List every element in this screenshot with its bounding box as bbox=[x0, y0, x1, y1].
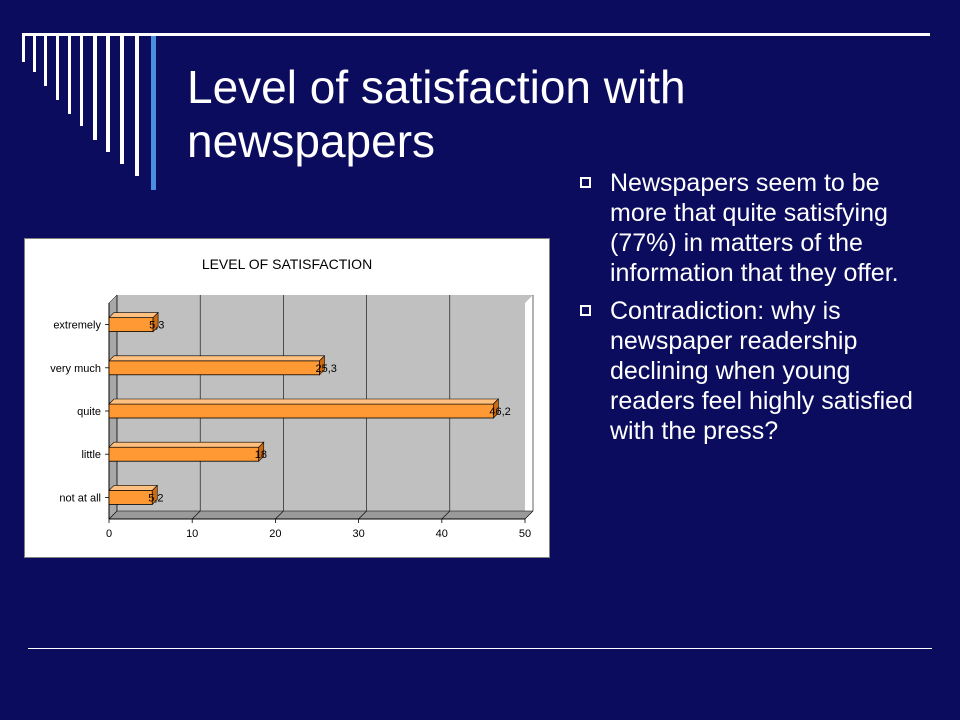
x-tick-label: 0 bbox=[106, 528, 112, 540]
category-label: not at all bbox=[59, 492, 101, 504]
bar-side bbox=[258, 441, 265, 462]
bar bbox=[108, 403, 494, 419]
bar bbox=[108, 489, 153, 505]
x-tick-label: 40 bbox=[436, 528, 448, 540]
chart-title: LEVEL OF SATISFACTION bbox=[202, 256, 372, 272]
bar-side bbox=[319, 355, 325, 376]
x-tick-label: 10 bbox=[186, 528, 198, 540]
bar-side bbox=[493, 398, 499, 419]
decorative-bars bbox=[22, 36, 156, 190]
bar-top bbox=[108, 485, 158, 491]
gridline-floor bbox=[275, 510, 284, 520]
chart-container: LEVEL OF SATISFACTION 0 10 20 30 40 50 extremel… bbox=[24, 238, 550, 558]
gridline-floor bbox=[191, 510, 201, 520]
bar bbox=[108, 360, 320, 376]
data-label: 18 bbox=[255, 449, 267, 461]
bar-top bbox=[108, 441, 265, 448]
slide-title: Level of satisfaction with newspapers bbox=[187, 61, 686, 167]
data-label: 46,2 bbox=[489, 406, 510, 418]
gridline-floor bbox=[441, 510, 451, 520]
bar bbox=[108, 317, 154, 332]
gridline-floor bbox=[108, 510, 118, 520]
x-tick-label: 20 bbox=[269, 528, 281, 540]
data-label: 5,3 bbox=[149, 320, 164, 332]
gridline-floor bbox=[524, 510, 534, 520]
bullet-item: Newspapers seem to be more that quite sa… bbox=[580, 168, 925, 288]
bullet-list: Newspapers seem to be more that quite sa… bbox=[580, 168, 925, 454]
bar-top bbox=[108, 398, 500, 405]
square-bullet-icon bbox=[580, 177, 591, 188]
bar-top bbox=[108, 312, 159, 318]
bar-side bbox=[152, 311, 159, 333]
gridline-floor bbox=[358, 510, 367, 520]
bullet-text: Newspapers seem to be more that quite sa… bbox=[610, 169, 899, 287]
bottom-rule bbox=[28, 648, 932, 649]
square-bullet-icon bbox=[580, 305, 591, 316]
category-label: extremely bbox=[53, 320, 101, 332]
top-rule bbox=[22, 33, 930, 36]
x-tick-label: 50 bbox=[519, 528, 531, 540]
bullet-text: Contradiction: why is newspaper readersh… bbox=[610, 297, 913, 445]
data-label: 25,3 bbox=[315, 363, 336, 375]
floor bbox=[108, 510, 534, 520]
bullet-item: Contradiction: why is newspaper readersh… bbox=[580, 296, 925, 446]
data-label: 5,2 bbox=[148, 492, 163, 504]
bar-top bbox=[108, 355, 326, 362]
category-label: very much bbox=[50, 363, 101, 375]
bar bbox=[108, 446, 260, 462]
category-label: quite bbox=[77, 406, 101, 418]
bar-side bbox=[151, 484, 158, 506]
x-tick-label: 30 bbox=[352, 528, 364, 540]
bar-chart: LEVEL OF SATISFACTION 0 10 20 30 40 50 extremel… bbox=[50, 256, 534, 540]
category-label: little bbox=[81, 449, 101, 461]
